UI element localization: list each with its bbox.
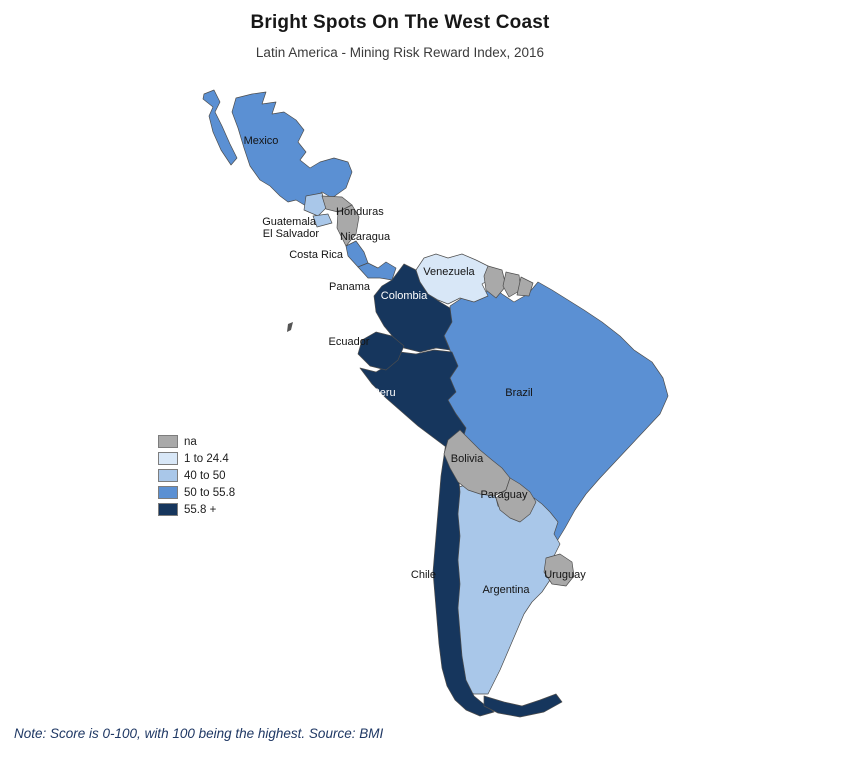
map-label-ecuador: Ecuador [329,336,370,348]
legend-label-1-to-24: 1 to 24.4 [184,452,229,465]
legend-row-55-plus: 55.8 + [158,501,235,518]
country-french-guiana [516,276,534,297]
country-suriname [502,271,522,298]
map-label-costa-rica: Costa Rica [289,249,344,261]
country-ecuador [357,331,405,371]
map-label-paraguay: Paraguay [480,489,528,501]
legend-swatch-50-to-55 [158,486,178,499]
country-guatemala [303,192,327,217]
map-label-colombia: Colombia [381,290,428,302]
map-label-brazil: Brazil [505,387,533,399]
map-label-el-salvador: El Salvador [263,228,320,240]
country-paraguay [495,477,537,523]
legend-label-55-plus: 55.8 + [184,503,217,516]
legend-row-na: na [158,433,235,450]
country-mexico [231,91,353,207]
legend-swatch-1-to-24 [158,452,178,465]
country-nicaragua [336,204,360,247]
legend-swatch-na [158,435,178,448]
country-uruguay [543,553,575,587]
map-label-mexico: Mexico [244,135,279,147]
country-panama [357,261,397,281]
chart-header: Bright Spots On The West Coast Latin Ame… [0,12,800,60]
country-peru [359,349,467,451]
legend-swatch-55-plus [158,503,178,516]
legend-swatch-40-to-50 [158,469,178,482]
legend-label-40-to-50: 40 to 50 [184,469,226,482]
country-mexico-baja-peninsula [202,89,238,166]
country-guyana [483,265,507,299]
source-note: Note: Score is 0-100, with 100 being the… [14,726,384,741]
map-label-peru: Peru [372,387,395,399]
legend-row-40-to-50: 40 to 50 [158,467,235,484]
map-legend: na 1 to 24.4 40 to 50 50 to 55.8 55.8 + [158,433,235,518]
legend-row-1-to-24: 1 to 24.4 [158,450,235,467]
map-label-bolivia: Bolivia [451,453,484,465]
legend-label-na: na [184,435,197,448]
map-label-honduras: Honduras [336,206,384,218]
map-label-guatemala: Guatemala [262,216,317,228]
map-label-venezuela: Venezuela [423,266,475,278]
map-label-uruguay: Uruguay [544,569,586,581]
map-label-panama: Panama [329,281,371,293]
map-label-nicaragua: Nicaragua [340,231,391,243]
country-el-salvador [312,213,333,228]
legend-row-50-to-55: 50 to 55.8 [158,484,235,501]
legend-label-50-to-55: 50 to 55.8 [184,486,236,499]
country-chile-tierra-del-fuego [483,693,563,718]
map-label-chile: Chile [411,569,436,581]
chart-subtitle: Latin America - Mining Risk Reward Index… [255,45,545,60]
small-island-mark [287,322,293,332]
country-venezuela [415,253,493,305]
chart-title: Bright Spots On The West Coast [250,12,550,33]
map-label-argentina: Argentina [482,584,530,596]
country-chile [432,441,495,717]
country-costa-rica [345,240,369,268]
